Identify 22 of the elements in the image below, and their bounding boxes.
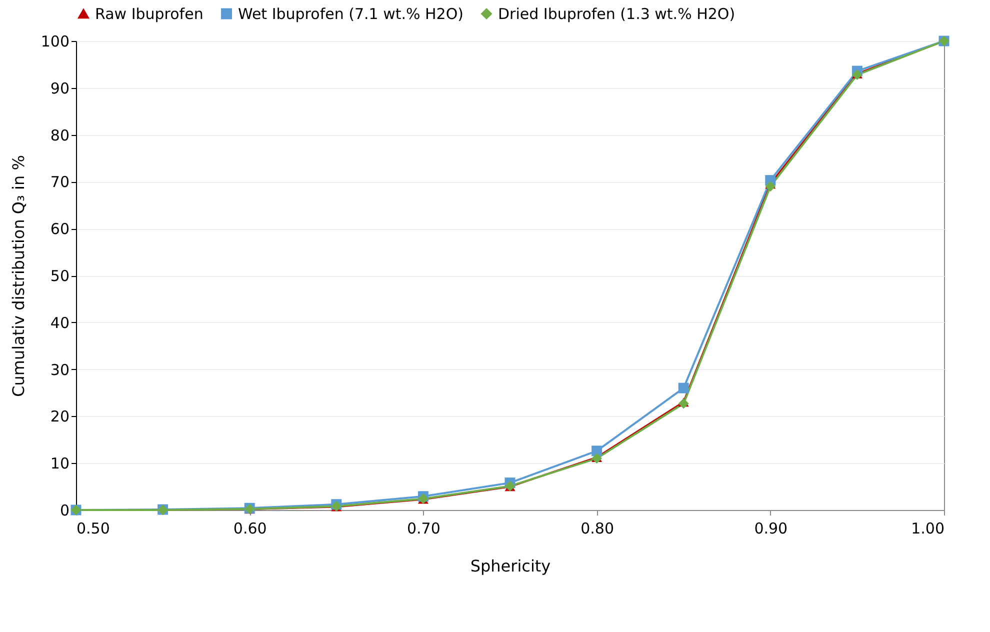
y-tick-label: 60 [50,220,70,238]
y-tick-label: 0 [60,502,70,520]
legend-label: Raw Ibuprofen [95,4,204,23]
x-tick-label: 0.50 [76,520,110,538]
legend-label: Dried Ibuprofen (1.3 wt.% H2O) [498,4,736,23]
x-tick-label: 0.80 [580,520,614,538]
y-tick-label: 40 [50,314,70,332]
x-tick-label: 1.00 [911,520,944,538]
x-tick-label: 0.70 [406,520,440,538]
y-tick-label: 80 [50,126,70,144]
y-tick-label: 30 [50,360,70,379]
legend-label: Wet Ibuprofen (7.1 wt.% H2O) [238,4,464,23]
y-tick-label: 70 [50,173,70,192]
y-tick-label: 50 [50,267,70,285]
y-tick-label: 10 [50,454,70,473]
x-tick-label: 0.60 [233,520,267,538]
x-axis-title: Sphericity [470,556,551,576]
y-tick-label: 20 [50,408,70,426]
x-tick-label: 0.90 [754,520,788,538]
y-tick-label: 90 [50,79,70,98]
y-tick-label: 100 [40,32,70,50]
y-axis-title: Cumulativ distribution Q₃ in % [8,155,28,397]
